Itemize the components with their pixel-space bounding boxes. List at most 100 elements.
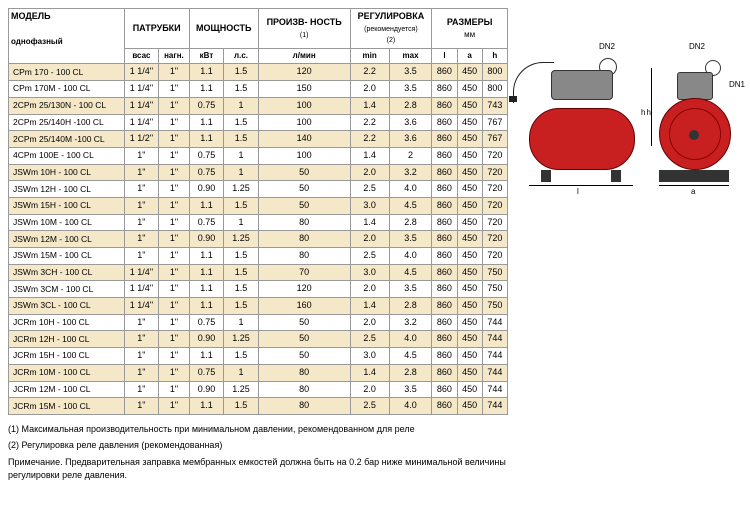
sub-max: max <box>389 49 432 64</box>
cell-hp: 1.5 <box>224 81 259 98</box>
cell-max: 2.8 <box>389 298 432 315</box>
cell-suc: 1" <box>124 364 159 381</box>
cell-dis: 1" <box>159 381 190 398</box>
cell-hp: 1 <box>224 147 259 164</box>
cell-dis: 1" <box>159 348 190 365</box>
cell-dis: 1" <box>159 181 190 198</box>
cell-min: 1.4 <box>350 364 389 381</box>
cell-lmin: 80 <box>258 364 350 381</box>
cell-hp: 1 <box>224 214 259 231</box>
cell-suc: 1" <box>124 147 159 164</box>
cell-min: 2.5 <box>350 248 389 265</box>
col-reg-note2: (2) <box>387 37 396 44</box>
cell-a: 450 <box>457 381 482 398</box>
cell-lmin: 160 <box>258 298 350 315</box>
cell-a: 450 <box>457 114 482 131</box>
cell-a: 450 <box>457 364 482 381</box>
cell-suc: 1 1/4" <box>124 264 159 281</box>
cell-model: JSWm 3CM - 100 CL <box>9 281 125 298</box>
cell-model: JCRm 12M - 100 CL <box>9 381 125 398</box>
col-reg-note: (рекомендуется) <box>364 26 418 33</box>
table-row: JSWm 12H - 100 CL1"1"0.901.25502.54.0860… <box>9 181 508 198</box>
cell-min: 2.0 <box>350 81 389 98</box>
cell-h: 750 <box>482 281 507 298</box>
cell-max: 4.0 <box>389 248 432 265</box>
cell-suc: 1 1/4" <box>124 114 159 131</box>
cell-a: 450 <box>457 131 482 148</box>
cell-hp: 1.5 <box>224 197 259 214</box>
cell-dis: 1" <box>159 147 190 164</box>
cell-hp: 1.5 <box>224 348 259 365</box>
cell-lmin: 50 <box>258 348 350 365</box>
cell-a: 450 <box>457 147 482 164</box>
cell-kw: 0.75 <box>189 364 224 381</box>
cell-min: 1.4 <box>350 298 389 315</box>
cell-lmin: 50 <box>258 164 350 181</box>
table-row: CPm 170 - 100 CL1 1/4"1"1.11.51202.23.58… <box>9 64 508 81</box>
cell-suc: 1 1/4" <box>124 81 159 98</box>
table-row: 2CPm 25/140M -100 CL1 1/2"1"1.11.51402.2… <box>9 131 508 148</box>
cell-a: 450 <box>457 214 482 231</box>
cell-suc: 1" <box>124 164 159 181</box>
label-l: l <box>577 187 579 196</box>
cell-h: 720 <box>482 147 507 164</box>
cell-dis: 1" <box>159 97 190 114</box>
cell-min: 2.2 <box>350 114 389 131</box>
cell-h: 720 <box>482 181 507 198</box>
cell-l: 860 <box>432 231 457 248</box>
cell-a: 450 <box>457 164 482 181</box>
label-h-f: h <box>641 108 645 117</box>
cell-kw: 0.90 <box>189 181 224 198</box>
cell-min: 1.4 <box>350 147 389 164</box>
sub-min: min <box>350 49 389 64</box>
cell-kw: 1.1 <box>189 398 224 415</box>
cell-l: 860 <box>432 164 457 181</box>
cell-dis: 1" <box>159 364 190 381</box>
cell-lmin: 70 <box>258 264 350 281</box>
cell-dis: 1" <box>159 114 190 131</box>
cell-kw: 0.75 <box>189 97 224 114</box>
table-row: CPm 170M - 100 CL1 1/4"1"1.11.51502.03.5… <box>9 81 508 98</box>
table-row: JCRm 10H - 100 CL1"1"0.751502.03.2860450… <box>9 314 508 331</box>
cell-model: JCRm 10M - 100 CL <box>9 364 125 381</box>
cell-lmin: 80 <box>258 398 350 415</box>
cell-model: 2CPm 25/140M -100 CL <box>9 131 125 148</box>
cell-model: JSWm 12H - 100 CL <box>9 181 125 198</box>
cell-model: JSWm 10M - 100 CL <box>9 214 125 231</box>
cell-suc: 1 1/4" <box>124 298 159 315</box>
cell-kw: 0.75 <box>189 147 224 164</box>
cell-model: 2CPm 25/130N - 100 CL <box>9 97 125 114</box>
cell-lmin: 100 <box>258 114 350 131</box>
footnote-2: (2) Регулировка реле давления (рекомендо… <box>8 439 508 452</box>
label-dn2-f: DN2 <box>689 42 705 51</box>
table-row: JCRm 12H - 100 CL1"1"0.901.25502.54.0860… <box>9 331 508 348</box>
cell-a: 450 <box>457 298 482 315</box>
cell-suc: 1" <box>124 348 159 365</box>
cell-suc: 1 1/4" <box>124 281 159 298</box>
table-row: JCRm 12M - 100 CL1"1"0.901.25802.03.5860… <box>9 381 508 398</box>
cell-lmin: 80 <box>258 248 350 265</box>
cell-suc: 1 1/2" <box>124 131 159 148</box>
cell-model: JCRm 15M - 100 CL <box>9 398 125 415</box>
cell-min: 2.0 <box>350 164 389 181</box>
cell-kw: 0.90 <box>189 381 224 398</box>
cell-l: 860 <box>432 331 457 348</box>
cell-suc: 1" <box>124 331 159 348</box>
cell-suc: 1" <box>124 314 159 331</box>
cell-hp: 1.25 <box>224 381 259 398</box>
cell-min: 2.0 <box>350 281 389 298</box>
cell-suc: 1 1/4" <box>124 64 159 81</box>
cell-hp: 1 <box>224 314 259 331</box>
cell-l: 860 <box>432 181 457 198</box>
table-row: JSWm 3CL - 100 CL1 1/4"1"1.11.51601.42.8… <box>9 298 508 315</box>
cell-max: 3.6 <box>389 114 432 131</box>
cell-kw: 1.1 <box>189 348 224 365</box>
cell-lmin: 80 <box>258 381 350 398</box>
cell-max: 4.0 <box>389 331 432 348</box>
cell-dis: 1" <box>159 81 190 98</box>
cell-kw: 0.75 <box>189 214 224 231</box>
footnote-1: (1) Максимальная производительность при … <box>8 423 508 436</box>
cell-h: 744 <box>482 348 507 365</box>
col-model-sub: однофазный <box>11 37 122 47</box>
cell-min: 2.5 <box>350 398 389 415</box>
